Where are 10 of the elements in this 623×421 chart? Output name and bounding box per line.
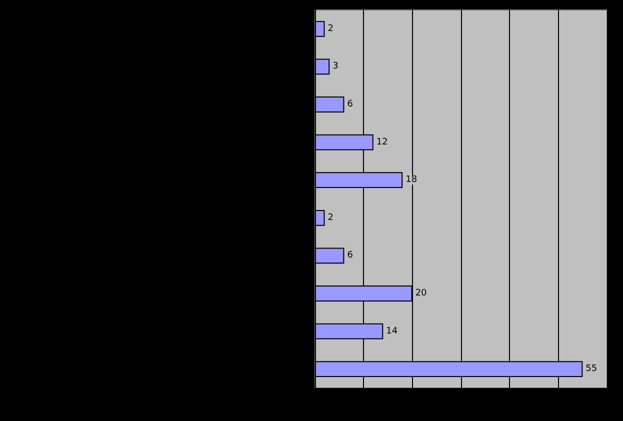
data-label: 18 <box>406 175 418 186</box>
data-label: 14 <box>386 326 398 336</box>
data-label: 20 <box>415 288 428 298</box>
data-label: 3 <box>332 62 338 72</box>
data-label: 2 <box>328 212 334 223</box>
data-label: 6 <box>347 250 354 261</box>
data-label: 6 <box>347 100 354 110</box>
data-label: 55 <box>586 364 598 374</box>
data-label: 2 <box>328 24 334 34</box>
data-label: 12 <box>376 137 388 148</box>
